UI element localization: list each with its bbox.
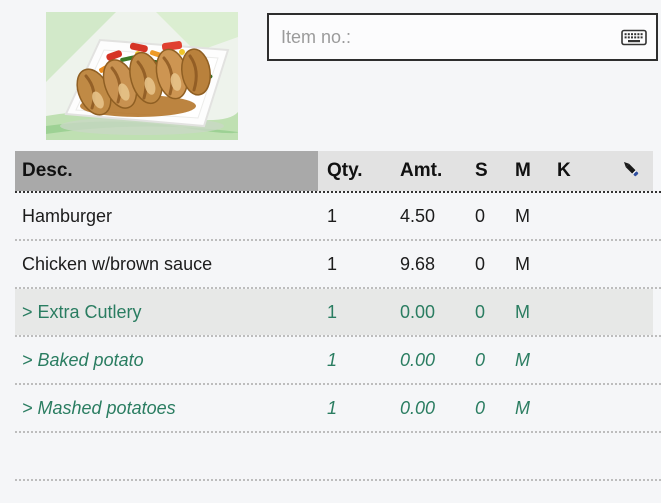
cell-s: 0 — [465, 289, 505, 335]
table-row-extra-cutlery[interactable]: > Extra Cutlery 1 0.00 0 M — [15, 289, 661, 337]
cell-amt: 0.00 — [400, 349, 436, 370]
header-s[interactable]: S — [465, 151, 505, 191]
item-no-input[interactable] — [269, 15, 621, 59]
order-lines-table: Desc. Qty. Amt. S M K — [15, 151, 661, 501]
cell-m: M — [515, 349, 530, 370]
cell-s: 0 — [475, 205, 486, 226]
cell-amt: 0.00 — [390, 289, 465, 335]
empty-row — [15, 433, 661, 481]
cell-k — [547, 241, 607, 287]
table-row-chicken[interactable]: Chicken w/brown sauce 1 9.68 0 M — [15, 241, 661, 289]
table-header: Desc. Qty. Amt. S M K — [15, 151, 661, 193]
cell-m: M — [515, 205, 530, 226]
table-row-hamburger[interactable]: Hamburger 1 4.50 0 M — [15, 193, 661, 241]
cell-k — [547, 289, 607, 335]
cell-qty: 1 — [327, 205, 338, 226]
cell-amt: 0.00 — [400, 397, 436, 418]
cell-m: M — [515, 253, 530, 274]
header-k[interactable]: K — [547, 151, 607, 191]
cell-desc: > Mashed potatoes — [22, 397, 176, 418]
header-m[interactable]: M — [505, 151, 547, 191]
cell-edit — [607, 385, 653, 431]
item-photo — [46, 12, 242, 140]
cell-edit — [607, 289, 653, 335]
cell-s: 0 — [475, 397, 486, 418]
cell-amt: 4.50 — [400, 205, 436, 226]
cell-qty: 1 — [327, 349, 338, 370]
cell-desc: Hamburger — [22, 205, 113, 226]
empty-row — [15, 481, 661, 501]
cell-s: 0 — [475, 349, 486, 370]
header-spacer — [653, 151, 661, 191]
cell-desc: Chicken w/brown sauce — [22, 253, 213, 274]
cell-s: 0 — [475, 253, 486, 274]
header-amt[interactable]: Amt. — [390, 151, 465, 191]
cell-qty: 1 — [318, 289, 390, 335]
cell-edit — [607, 241, 653, 287]
cell-qty: 1 — [327, 397, 338, 418]
header-edit[interactable] — [607, 151, 653, 191]
cell-k — [547, 337, 607, 383]
cell-amt: 9.68 — [400, 253, 436, 274]
table-row-mashed-potatoes[interactable]: > Mashed potatoes 1 0.00 0 M — [15, 385, 661, 433]
cell-m: M — [515, 397, 530, 418]
header-desc[interactable]: Desc. — [15, 151, 318, 191]
food-photo — [46, 12, 242, 140]
cell-qty: 1 — [327, 253, 338, 274]
header-qty[interactable]: Qty. — [318, 151, 390, 191]
cell-desc: > Baked potato — [22, 349, 144, 370]
cell-k — [547, 193, 607, 239]
cell-desc: > Extra Cutlery — [15, 289, 318, 335]
pencil-icon[interactable] — [620, 158, 641, 185]
cell-k — [547, 385, 607, 431]
item-no-field[interactable] — [267, 13, 658, 61]
cell-m: M — [505, 289, 547, 335]
table-row-baked-potato[interactable]: > Baked potato 1 0.00 0 M — [15, 337, 661, 385]
cell-edit — [607, 337, 653, 383]
cell-edit — [607, 193, 653, 239]
keyboard-icon[interactable] — [621, 29, 656, 46]
